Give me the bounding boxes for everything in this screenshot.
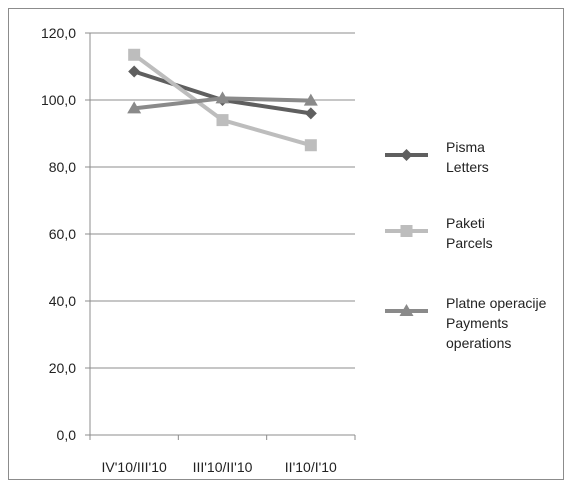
series-lines <box>127 48 318 152</box>
legend-label: Letters <box>446 159 489 175</box>
series-2 <box>127 91 318 114</box>
data-point <box>128 65 141 78</box>
y-tick-label: 20,0 <box>49 360 76 376</box>
x-tick-label: IV'10/III'10 <box>102 459 167 475</box>
legend-swatch-marker <box>399 304 414 316</box>
legend-label: Platne operacije <box>446 295 547 311</box>
y-tick-label: 100,0 <box>41 92 76 108</box>
data-point <box>127 101 142 114</box>
legend-label: Parcels <box>446 235 493 251</box>
legend-item-1: Paketi Parcels <box>385 215 493 251</box>
data-point <box>128 48 141 61</box>
y-tick-label: 120,0 <box>41 25 76 41</box>
legend: Pisma Letters Paketi Parcels Platne operacij… <box>385 139 547 351</box>
grid-lines <box>90 32 355 369</box>
x-tick-label: II'10/I'10 <box>285 459 337 475</box>
series-1 <box>128 48 317 152</box>
y-tick-label: 40,0 <box>49 293 76 309</box>
data-point <box>304 107 317 120</box>
y-tick-label: 0,0 <box>57 427 77 443</box>
x-tick-label: III'10/II'10 <box>193 459 253 475</box>
y-tick-label: 60,0 <box>49 226 76 242</box>
data-point <box>216 114 229 127</box>
legend-label: Paketi <box>446 215 485 231</box>
axes <box>85 32 356 440</box>
legend-item-0: Pisma Letters <box>385 139 489 175</box>
legend-swatch-marker <box>400 225 413 237</box>
x-tick-labels: IV'10/III'10 III'10/II'10 II'10/I'10 <box>102 459 338 475</box>
y-tick-label: 80,0 <box>49 159 76 175</box>
legend-label: Payments <box>446 315 508 331</box>
data-point <box>215 91 230 104</box>
y-tick-labels: 0,0 20,0 40,0 60,0 80,0 100,0 120,0 <box>41 25 76 443</box>
data-point <box>304 139 317 152</box>
legend-label: Pisma <box>446 139 485 155</box>
legend-label: operations <box>446 335 511 351</box>
legend-item-2: Platne operacije Payments operations <box>385 295 547 351</box>
data-point <box>303 93 318 106</box>
legend-swatch-marker <box>400 149 413 161</box>
chart-frame <box>8 8 564 480</box>
